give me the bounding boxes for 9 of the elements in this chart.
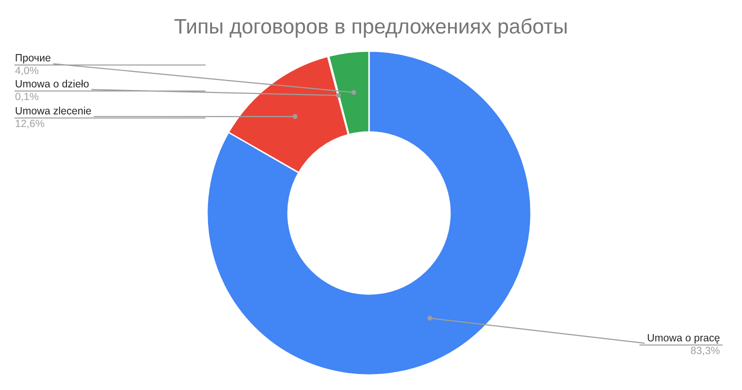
data-label: 4,0% <box>15 66 38 76</box>
chart-title: Типы договоров в предложениях работы <box>174 18 567 38</box>
slice-label: Umowa o dzieło <box>16 80 89 88</box>
slice-label: Umowa zlecenie <box>16 106 91 114</box>
slice-label: Umowa o pracę <box>648 334 720 344</box>
data-label: 12,6% <box>16 120 44 128</box>
data-label: 83,3% <box>690 346 720 356</box>
data-label: 0,1% <box>15 92 38 102</box>
slice-label: Прочие <box>16 54 50 64</box>
